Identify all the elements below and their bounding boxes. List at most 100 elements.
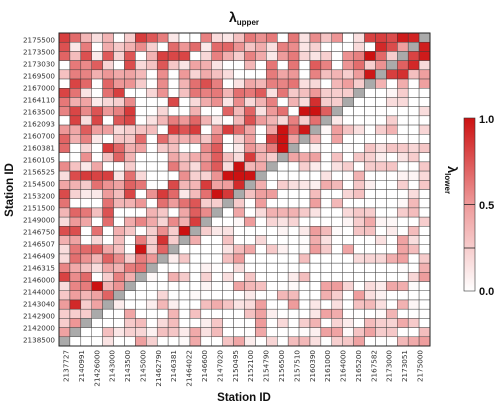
heatmap-cell [287,134,300,144]
heatmap-cell [91,216,103,227]
heatmap-cell [69,41,82,52]
heatmap-cell [298,318,311,328]
heatmap-cell [135,60,147,71]
heatmap-cell [91,78,103,89]
heatmap-cell [102,308,114,319]
heatmap-cell [364,180,376,190]
heatmap-cell [222,207,234,218]
heatmap-cell [255,152,267,163]
heatmap-cell [407,189,420,199]
heatmap-cell [298,226,311,236]
x-tick-label: 2165200 [354,350,363,382]
heatmap-cell [353,262,365,273]
heatmap-cell [222,281,234,291]
heatmap-cell [266,143,278,153]
heatmap-cell [113,198,125,209]
heatmap-cell [80,32,92,43]
heatmap-cell [298,60,311,71]
heatmap-cell [69,281,82,291]
heatmap-cell [69,78,82,89]
heatmap-cell [146,272,158,282]
heatmap-cell [418,272,431,282]
heatmap-cell [277,69,289,80]
y-tick-label: 2173030 [23,60,55,69]
heatmap-cell [58,134,71,144]
heatmap-cell [320,244,333,255]
heatmap-cell [386,198,398,209]
heatmap-cell [91,161,103,172]
heatmap-cell [124,97,136,107]
heatmap-cell [331,60,343,71]
heatmap-cell [287,290,300,301]
heatmap-cell [69,262,82,273]
heatmap-cell [156,88,169,98]
colorbar-tick-0: 0.0 [479,286,494,298]
heatmap-cell [146,106,158,117]
heatmap-cell [331,272,343,282]
heatmap-cell [386,134,398,144]
heatmap-cell [135,198,147,209]
heatmap-cell [287,198,300,209]
heatmap-cell [331,308,343,319]
heatmap-cell [418,97,431,107]
heatmap-cell [189,134,202,144]
heatmap-cell [189,115,202,126]
heatmap-cell [58,152,71,163]
heatmap-cell [418,161,431,172]
heatmap-cell [397,299,409,310]
y-tick-label: 2151500 [23,204,55,213]
heatmap-cell [407,198,420,209]
heatmap-cell [222,216,234,227]
heatmap-cell [80,69,92,80]
heatmap-cell [146,336,158,347]
heatmap-cell [189,318,202,328]
heatmap-cell [375,308,387,319]
heatmap-cell [102,152,114,163]
heatmap-cell [124,51,136,61]
heatmap-cell [102,226,114,236]
heatmap-cell [189,290,202,301]
heatmap-cell [178,97,191,107]
heatmap-cell [80,152,92,163]
heatmap-cell [233,152,245,163]
y-tick-label: 2143040 [23,300,55,309]
heatmap-cell [80,253,92,264]
heatmap-cell [266,308,278,319]
heatmap-cell [189,336,202,347]
heatmap-cell [135,308,147,319]
heatmap-cell [233,207,245,218]
heatmap-cell [244,69,256,80]
heatmap-cell [364,272,376,282]
heatmap-cell [189,226,202,236]
heatmap-cell [113,318,125,328]
heatmap-cell [320,32,333,43]
y-tick-label: 2146000 [23,276,55,285]
heatmap-cell [277,51,289,61]
heatmap-cell [91,134,103,144]
heatmap-cell [211,41,223,52]
heatmap-cell [167,262,180,273]
heatmap-cell [342,97,354,107]
heatmap-cell [397,69,409,80]
heatmap-cell [167,235,180,245]
heatmap-cell [407,51,420,61]
heatmap-cell [266,281,278,291]
heatmap-cell [156,318,169,328]
heatmap-cell [222,60,234,71]
heatmap-cell [418,226,431,236]
y-tick-label: 2173500 [23,48,55,57]
colorbar: 1.0 0.5 0.0 λlower [443,114,494,298]
heatmap-cell [113,124,125,135]
heatmap-cell [375,180,387,190]
heatmap-cell [156,32,169,43]
heatmap-cell [124,327,136,338]
heatmap-cell [331,51,343,61]
heatmap-cell [124,124,136,135]
x-tick-label: 2175000 [416,350,425,382]
heatmap-cell [113,161,125,172]
heatmap-cell [353,226,365,236]
heatmap-cell [200,336,212,347]
heatmap-cell [233,32,245,43]
heatmap-cell [135,78,147,89]
